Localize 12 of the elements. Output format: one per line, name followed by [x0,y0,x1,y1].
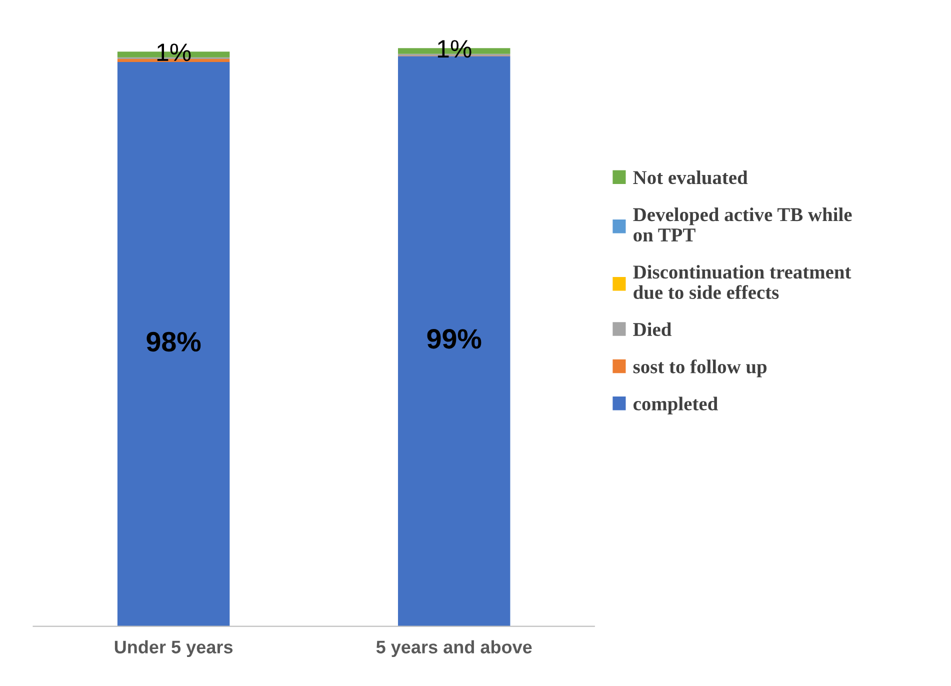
legend-label: Not evaluated [633,170,748,184]
legend-label: completed [633,396,718,414]
x-tick-label: Under 5 years [114,640,233,658]
data-label: 98% [146,332,201,352]
legend-label: sost to follow up [633,359,767,378]
legend-label: Developed active TB while on TPT [633,208,852,242]
bar [117,62,230,626]
x-tick-label: 5 years and above [376,640,532,658]
bar [398,56,510,626]
data-label: 99% [427,329,482,349]
legend-label: Discontinuation treatment due to side effects [633,264,852,300]
legend-label: Died [633,322,672,336]
